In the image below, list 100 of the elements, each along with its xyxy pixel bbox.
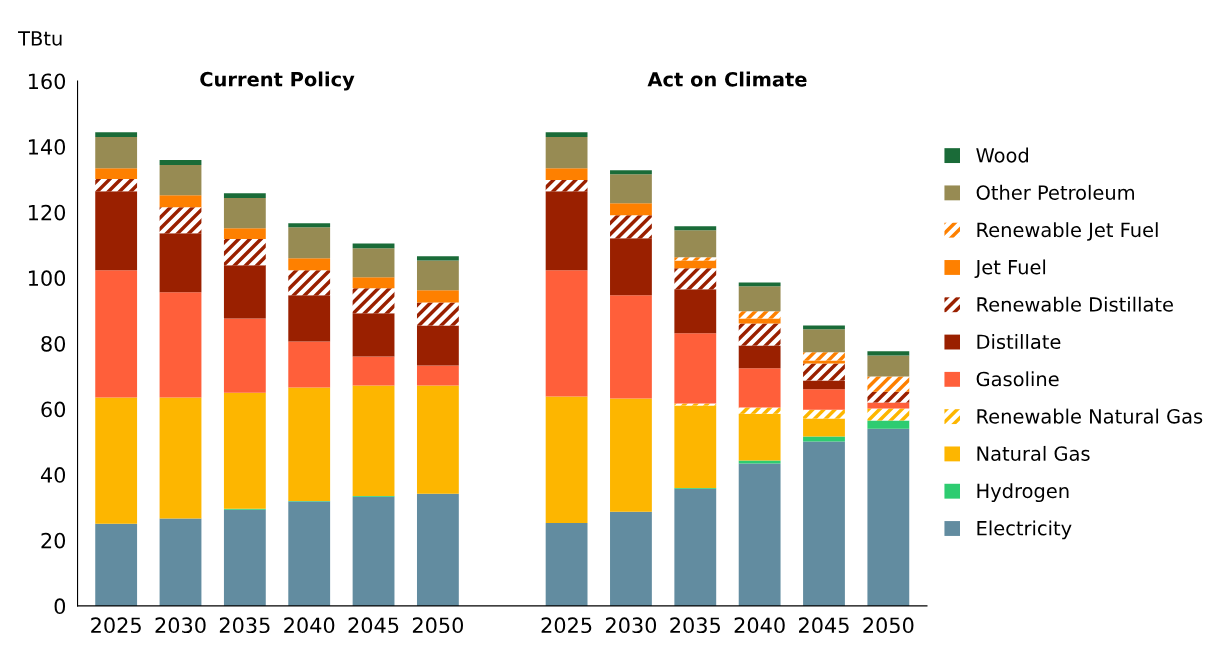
x-tick-label: 2045	[348, 617, 399, 634]
bar	[545, 270, 588, 397]
bar	[288, 258, 331, 271]
bar	[159, 397, 202, 519]
bar	[352, 313, 395, 357]
bar	[545, 132, 588, 138]
bar	[352, 356, 395, 386]
y-tick-label: 100	[28, 270, 66, 287]
bar	[95, 137, 138, 169]
bar	[352, 385, 395, 496]
bar	[416, 290, 459, 303]
bar	[803, 329, 845, 353]
bar	[352, 248, 395, 278]
bar	[416, 365, 459, 386]
legend-label: Renewable Natural Gas	[977, 408, 1203, 424]
bar	[674, 226, 717, 231]
bar	[159, 292, 202, 398]
bar	[288, 501, 331, 606]
bar	[674, 289, 717, 334]
bar	[867, 408, 910, 421]
x-tick-label: 2045	[799, 617, 849, 634]
bar	[223, 193, 266, 199]
bar	[545, 396, 588, 523]
bar	[674, 257, 717, 261]
bar	[223, 392, 266, 509]
bar	[803, 409, 845, 419]
bar	[867, 355, 910, 377]
bar	[416, 325, 459, 366]
y-tick-label: 40	[40, 467, 66, 483]
x-tick-label: 2030	[605, 617, 657, 634]
bar	[95, 179, 138, 192]
bar	[674, 333, 717, 404]
y-tick-label: 80	[41, 335, 66, 352]
bar	[674, 260, 717, 269]
bar	[223, 228, 266, 240]
bar	[416, 385, 459, 494]
legend-label: Renewable Jet Fuel	[977, 222, 1158, 241]
bar	[610, 215, 652, 239]
legend-label: Hydrogen	[977, 483, 1069, 503]
bar	[610, 238, 652, 296]
x-tick-label: 2040	[284, 617, 335, 634]
bar	[867, 420, 910, 429]
bar	[223, 198, 266, 229]
y-tick-label: 0	[54, 598, 66, 615]
bar	[95, 523, 138, 606]
y-axis-title: TBtu	[18, 31, 62, 46]
y-tick-label: 20	[41, 532, 66, 549]
bar	[352, 243, 395, 249]
bar	[95, 270, 138, 398]
legend-label: Renewable Distillate	[977, 296, 1173, 312]
y-tick-label: 140	[28, 139, 66, 155]
bar	[867, 351, 910, 356]
bar	[545, 168, 588, 181]
bar	[545, 191, 588, 271]
bar	[610, 511, 652, 606]
bar	[738, 407, 781, 414]
bar	[674, 230, 717, 258]
bar	[223, 239, 266, 266]
bar	[352, 496, 395, 606]
bar	[352, 288, 395, 314]
x-tick-label: 2050	[412, 617, 464, 634]
bar	[288, 387, 331, 501]
bar	[95, 397, 138, 524]
x-tick-label: 2025	[541, 617, 592, 634]
bar	[803, 325, 845, 330]
annotation: Act on Climate	[647, 71, 807, 87]
bar	[867, 376, 910, 392]
legend-label: Gasoline	[976, 371, 1059, 387]
x-tick-label: 2025	[91, 617, 141, 634]
bar	[867, 428, 910, 606]
bar	[416, 493, 459, 606]
x-tick-label: 2050	[863, 617, 914, 634]
bar	[159, 195, 202, 208]
bar	[223, 318, 266, 393]
bar	[610, 203, 652, 216]
x-tick-label: 2040	[734, 617, 785, 634]
bar	[159, 518, 202, 606]
y-tick-label: 160	[28, 73, 66, 90]
bar	[738, 282, 781, 287]
bar	[674, 405, 717, 489]
bar	[416, 256, 459, 261]
bar	[352, 277, 395, 289]
bar	[738, 413, 781, 461]
bar	[738, 286, 781, 312]
bar	[610, 398, 652, 512]
x-tick-label: 2035	[670, 617, 720, 634]
y-tick-label: 120	[28, 204, 66, 221]
bar	[610, 295, 652, 399]
bar	[159, 207, 202, 234]
bar	[95, 191, 138, 271]
bar	[738, 345, 781, 369]
bar	[803, 389, 845, 410]
bar	[803, 352, 845, 361]
bar	[159, 160, 202, 165]
bar	[867, 402, 910, 409]
bar	[288, 341, 331, 388]
bar	[416, 302, 459, 326]
bar	[223, 509, 266, 606]
bar	[674, 488, 717, 606]
bar	[159, 164, 202, 196]
